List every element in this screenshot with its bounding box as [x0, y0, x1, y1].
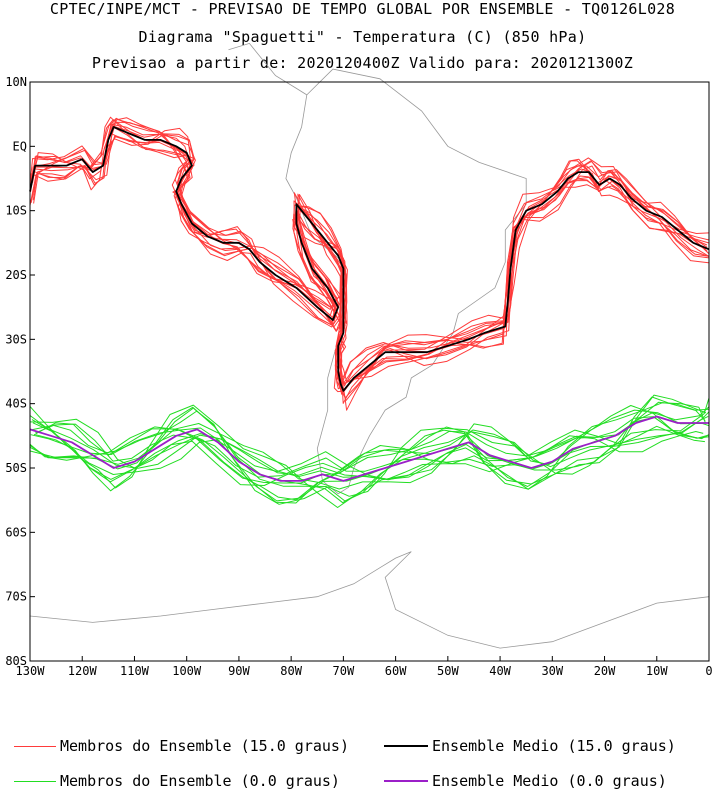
chart-title-line3: Previsao a partir de: 2020120400Z Valido… [91, 54, 634, 72]
coastline-antarctica [29, 551, 710, 649]
legend-item-members-15: Membros do Ensemble (15.0 graus) [14, 735, 349, 757]
x-tick-label-8: 50W [437, 664, 459, 678]
y-tick-label-3: 20S [5, 268, 27, 282]
x-tick-label-0: 130W [16, 664, 46, 678]
y-tick-label-7: 60S [5, 525, 27, 539]
y-tick-label-2: 10S [5, 204, 27, 218]
x-tick-label-5: 80W [280, 664, 302, 678]
member-line-1-11 [30, 135, 708, 393]
member-line-3-7 [29, 405, 710, 480]
x-tick-label-13: 0 [705, 664, 712, 678]
member-line-1-8 [29, 127, 710, 411]
mean-line-0 [29, 126, 710, 392]
legend-label-mean-15: Ensemble Medio (15.0 graus) [432, 737, 676, 755]
y-tick-label-8: 70S [5, 590, 27, 604]
x-tick-label-9: 40W [489, 664, 511, 678]
member-line-1-3 [29, 126, 710, 385]
member-line-3-11 [31, 416, 710, 481]
legend-label-members-0: Membros do Ensemble (0.0 graus) [60, 772, 340, 790]
y-tick-label-4: 30S [5, 332, 27, 346]
x-tick-label-3: 100W [172, 664, 202, 678]
member-line-1-1 [29, 123, 710, 399]
member-line-1-7 [29, 135, 708, 385]
spaghetti-chart: 130W 120W 110W 100W 90W 80W 70W 60W 50W 40W 30W 20W… [5, 42, 713, 678]
x-tick-label-12: 10W [646, 664, 668, 678]
member-line-3-1 [29, 407, 710, 502]
x-tick-label-10: 30W [541, 664, 563, 678]
member-line-3-2 [35, 394, 707, 501]
member-line-3-8 [30, 404, 704, 508]
y-tick-label-6: 50S [5, 461, 27, 475]
y-tick-label-0: 10N [5, 75, 27, 89]
x-tick-label-1: 120W [68, 664, 98, 678]
legend-item-members-0: Membros do Ensemble (0.0 graus) [14, 770, 340, 792]
legend-item-mean-15: Ensemble Medio (15.0 graus) [384, 735, 676, 757]
x-tick-label-6: 70W [333, 664, 355, 678]
legend-item-mean-0: Ensemble Medio (0.0 graus) [384, 770, 667, 792]
legend-swatch-mean-0 [384, 780, 428, 782]
legend-swatch-members-0 [14, 780, 56, 782]
legend-swatch-mean-15 [384, 745, 428, 747]
x-tick-label-4: 90W [228, 664, 250, 678]
y-tick-label-1: EQ [13, 139, 27, 153]
member-line-1-10 [29, 116, 710, 383]
ensemble-means [29, 126, 710, 482]
member-line-1-2 [33, 117, 708, 386]
y-tick-label-9: 80S [5, 654, 27, 668]
chart-title-line2: Diagrama "Spaguetti" - Temperatura (C) (… [138, 28, 587, 46]
x-tick-label-2: 110W [120, 664, 150, 678]
mean-line-2 [29, 415, 709, 482]
chart-title-line1: CPTEC/INPE/MCT - PREVISAO DE TEMPO GLOBA… [49, 0, 676, 18]
x-tick-label-7: 60W [385, 664, 407, 678]
axes: 130W 120W 110W 100W 90W 80W 70W 60W 50W 40W 30W 20W… [5, 75, 712, 678]
legend-label-mean-0: Ensemble Medio (0.0 graus) [432, 772, 667, 790]
member-line-1-6 [30, 119, 710, 387]
member-line-1-5 [29, 117, 709, 393]
legend-label-members-15: Membros do Ensemble (15.0 graus) [60, 737, 349, 755]
coastline-central-america [228, 42, 308, 96]
y-tick-label-5: 40S [5, 397, 27, 411]
member-line-3-13 [35, 396, 709, 504]
plot-frame [29, 81, 710, 662]
ensemble-members [29, 116, 710, 508]
member-line-3-10 [29, 402, 707, 490]
legend-swatch-members-15 [14, 745, 56, 747]
member-line-1-13 [32, 118, 707, 388]
x-tick-label-11: 20W [594, 664, 616, 678]
